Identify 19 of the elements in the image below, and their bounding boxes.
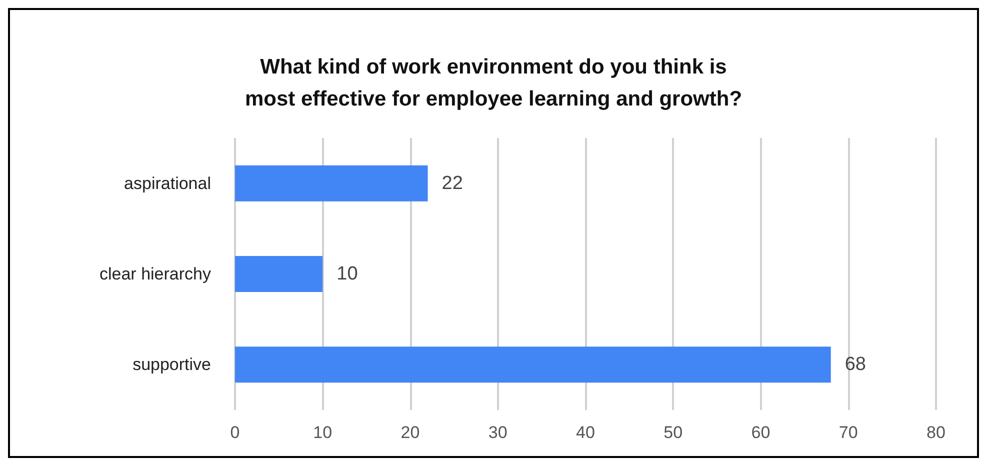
chart-title: What kind of work environment do you think is most effective for employee learning and growth? xyxy=(244,56,742,110)
x-tick-label: 80 xyxy=(926,423,946,442)
bar xyxy=(235,346,831,383)
y-tick-label: supportive xyxy=(132,355,211,374)
bar xyxy=(235,165,428,202)
x-tick-label: 60 xyxy=(751,423,770,442)
data-label: 22 xyxy=(442,172,463,194)
data-label: 68 xyxy=(844,354,866,376)
x-tick-label: 0 xyxy=(230,423,240,442)
bar xyxy=(235,256,323,292)
x-tick-label: 40 xyxy=(576,423,595,442)
y-tick-label: clear hierarchy xyxy=(100,264,212,284)
x-tick-label: 30 xyxy=(488,423,508,442)
y-tick-label: aspirational xyxy=(124,174,211,193)
x-tick-label: 10 xyxy=(313,423,332,442)
data-label: 10 xyxy=(336,264,358,284)
x-tick-label: 20 xyxy=(400,423,420,442)
x-tick-label: 70 xyxy=(838,423,858,442)
x-tick-label: 50 xyxy=(664,423,683,442)
